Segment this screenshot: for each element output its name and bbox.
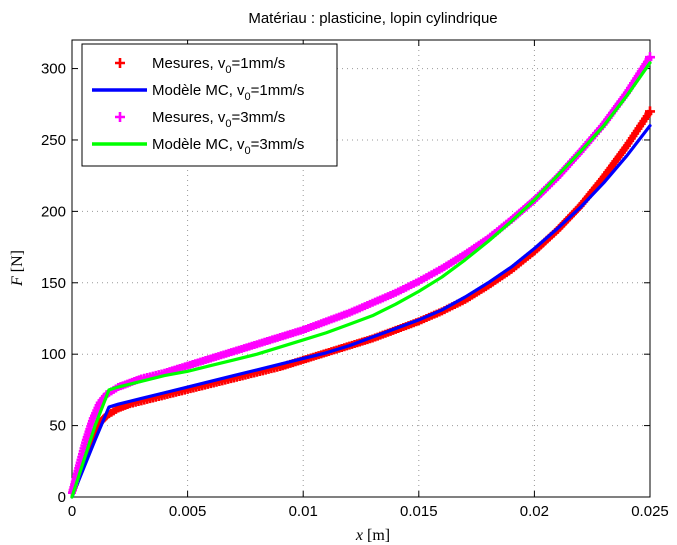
- plot-frame: [71, 39, 651, 498]
- legend-entry-2: Modèle MC, v0=1mm/s: [92, 82, 304, 103]
- y-tick-label: 200: [41, 203, 66, 220]
- legend-label-tail: =3mm/s: [251, 136, 305, 153]
- x-tick-label: 0.025: [631, 503, 669, 520]
- legend-entry-1: Mesures, v0=1mm/s: [115, 55, 285, 76]
- x-axis-unit: [m]: [367, 527, 390, 544]
- y-axis-label: F [N]: [9, 250, 26, 287]
- series-layer: [68, 52, 655, 499]
- x-tick-label: 0: [68, 503, 76, 520]
- legend-entry-4: Modèle MC, v0=3mm/s: [92, 136, 304, 157]
- chart-title: Matériau : plasticine, lopin cylindrique: [248, 10, 497, 27]
- legend-label: Mesures, v0=3mm/s: [152, 109, 285, 130]
- legend-label-tail: =3mm/s: [231, 109, 285, 126]
- x-tick-label: 0.01: [289, 503, 318, 520]
- y-tick-label: 150: [41, 275, 66, 292]
- legend-label-subscript: 0: [225, 64, 231, 76]
- legend-label-main: Modèle MC, v: [152, 136, 245, 153]
- x-tick-label: 0.015: [400, 503, 438, 520]
- legend-label-subscript: 0: [225, 118, 231, 130]
- x-tick-label: 0.005: [169, 503, 207, 520]
- legend-marker-swatch: [115, 58, 125, 68]
- x-axis-var: x: [355, 527, 363, 544]
- series-marker: [645, 106, 655, 117]
- legend-entry-3: Mesures, v0=3mm/s: [115, 109, 285, 130]
- legend-label-subscript: 0: [245, 91, 251, 103]
- legend-label-tail: =1mm/s: [231, 55, 285, 72]
- legend-label-subscript: 0: [245, 145, 251, 157]
- legend-label-main: Modèle MC, v: [152, 82, 245, 99]
- legend-label: Modèle MC, v0=1mm/s: [152, 82, 304, 103]
- y-tick-label: 300: [41, 61, 66, 78]
- series-line: [70, 124, 652, 499]
- ticks: 0 0.005 0.01 0.015 0.02 0.025 0 50 100 150 200 250 3…: [41, 40, 669, 520]
- legend-label-tail: =1mm/s: [251, 82, 305, 99]
- series-line: [70, 61, 652, 499]
- legend-label-main: Mesures, v: [152, 109, 226, 126]
- legend-label: Mesures, v0=1mm/s: [152, 55, 285, 76]
- y-axis-var: F: [9, 276, 26, 287]
- legend-label-main: Mesures, v: [152, 55, 226, 72]
- series-marker: [645, 52, 655, 63]
- y-tick-label: 100: [41, 346, 66, 363]
- y-tick-label: 250: [41, 132, 66, 149]
- legend-marker-swatch: [115, 112, 125, 122]
- x-tick-label: 0.02: [520, 503, 549, 520]
- x-axis-label: x [m]: [355, 527, 390, 544]
- y-tick-label: 50: [49, 418, 66, 435]
- series-2: [70, 124, 652, 499]
- series-4: [70, 61, 652, 499]
- grid: [72, 40, 650, 497]
- legend-label: Modèle MC, v0=3mm/s: [152, 136, 304, 157]
- y-tick-label: 0: [58, 489, 66, 506]
- y-axis-unit: [N]: [9, 250, 26, 272]
